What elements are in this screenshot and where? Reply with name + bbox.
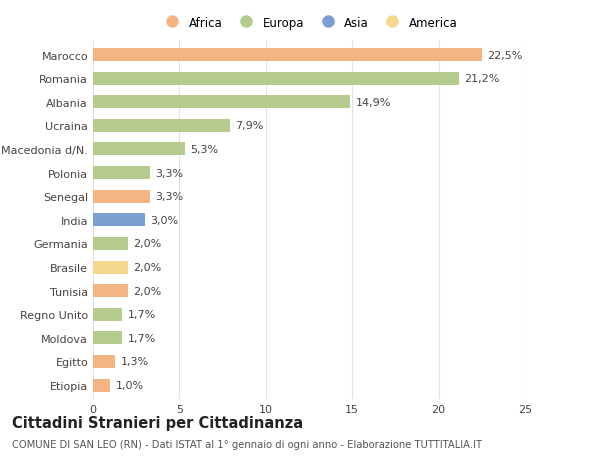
- Text: 1,7%: 1,7%: [128, 309, 156, 319]
- Bar: [93, 261, 128, 274]
- Bar: [93, 49, 482, 62]
- Text: 3,3%: 3,3%: [155, 192, 184, 202]
- Bar: [93, 237, 128, 250]
- Text: 1,7%: 1,7%: [128, 333, 156, 343]
- Bar: [93, 331, 122, 345]
- Text: 2,0%: 2,0%: [133, 286, 161, 296]
- Bar: [93, 120, 230, 133]
- Text: Cittadini Stranieri per Cittadinanza: Cittadini Stranieri per Cittadinanza: [12, 415, 303, 431]
- Text: 2,0%: 2,0%: [133, 263, 161, 273]
- Text: 14,9%: 14,9%: [356, 98, 391, 107]
- Text: 1,3%: 1,3%: [121, 357, 149, 367]
- Bar: [93, 73, 460, 85]
- Text: 21,2%: 21,2%: [464, 74, 500, 84]
- Text: 5,3%: 5,3%: [190, 145, 218, 155]
- Bar: [93, 355, 115, 368]
- Bar: [93, 143, 185, 156]
- Text: COMUNE DI SAN LEO (RN) - Dati ISTAT al 1° gennaio di ogni anno - Elaborazione TU: COMUNE DI SAN LEO (RN) - Dati ISTAT al 1…: [12, 439, 482, 449]
- Bar: [93, 379, 110, 392]
- Text: 1,0%: 1,0%: [115, 380, 143, 390]
- Text: 3,3%: 3,3%: [155, 168, 184, 178]
- Bar: [93, 285, 128, 297]
- Bar: [93, 308, 122, 321]
- Text: 7,9%: 7,9%: [235, 121, 263, 131]
- Bar: [93, 190, 150, 203]
- Text: 3,0%: 3,0%: [150, 215, 178, 225]
- Text: 22,5%: 22,5%: [487, 50, 523, 61]
- Bar: [93, 214, 145, 227]
- Legend: Africa, Europa, Asia, America: Africa, Europa, Asia, America: [158, 14, 460, 32]
- Bar: [93, 96, 350, 109]
- Bar: [93, 167, 150, 179]
- Text: 2,0%: 2,0%: [133, 239, 161, 249]
